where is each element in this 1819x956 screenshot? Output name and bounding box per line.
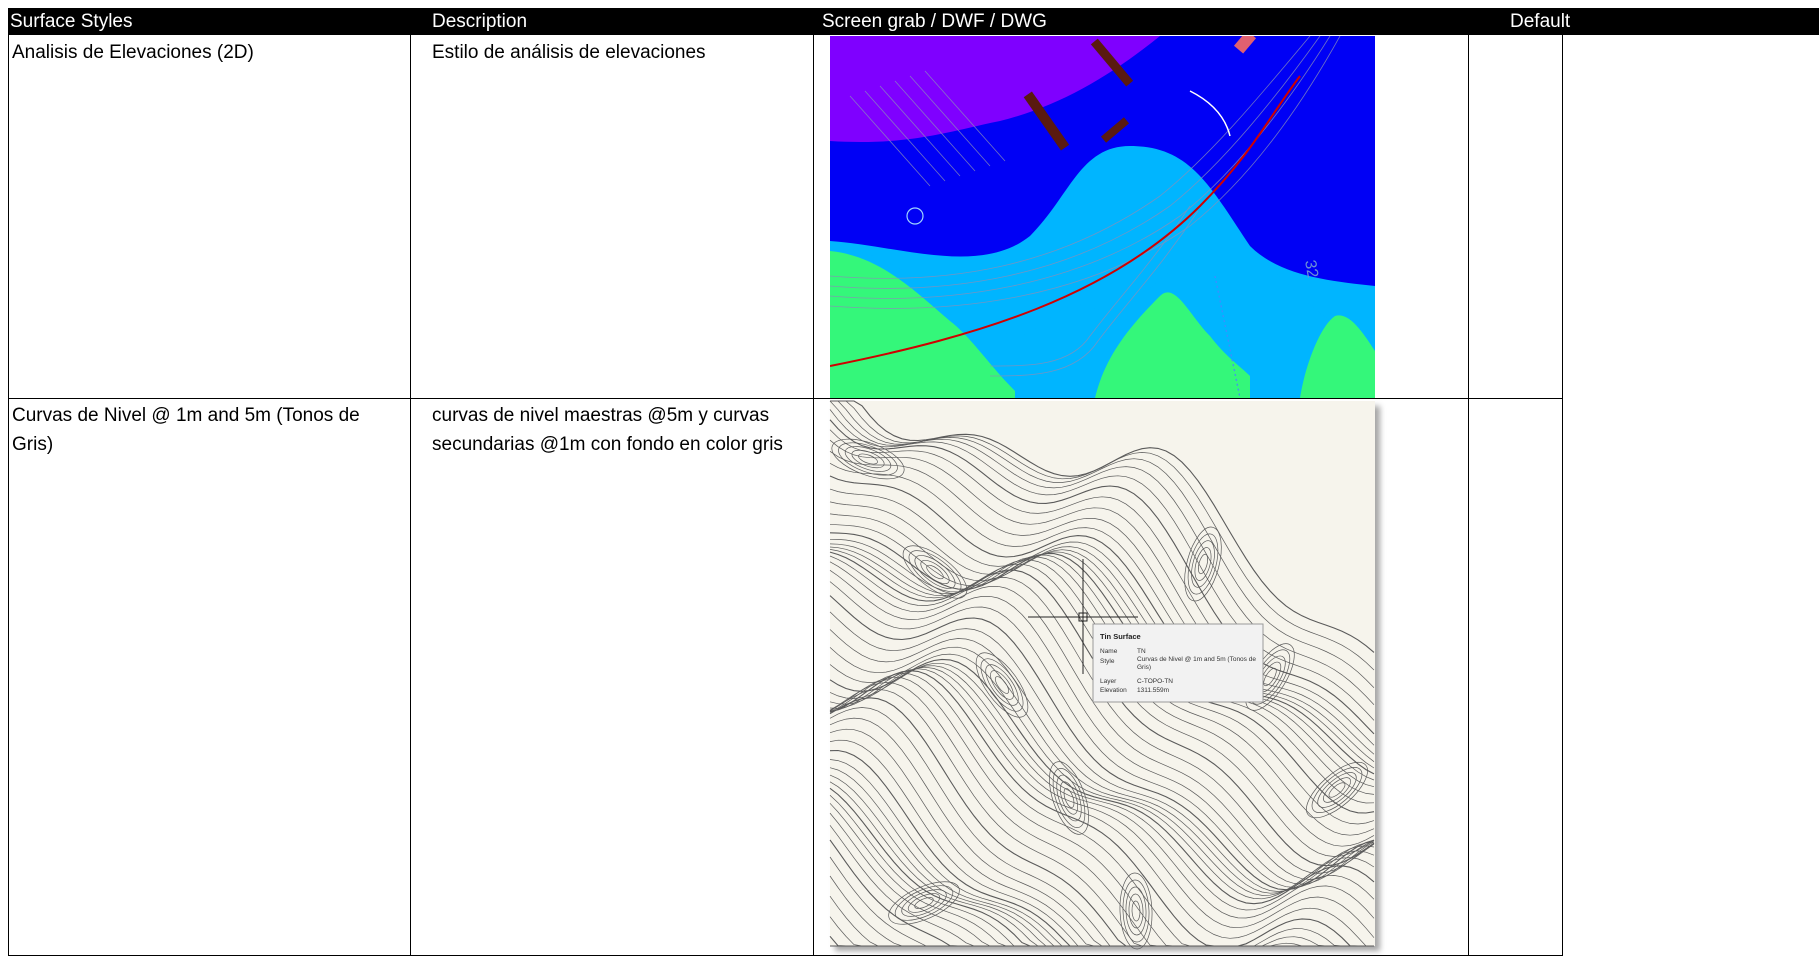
header-default: Default [1510,11,1571,32]
table-header-row: Surface Styles Description Screen grab /… [8,8,1819,35]
column-divider [410,35,411,956]
row-2-description: curvas de nivel maestras @5m y curvas se… [432,405,783,455]
row-2-style-name: Curvas de Nivel @ 1m and 5m (Tonos de Gr… [12,405,360,455]
tooltip-style-label: Style [1100,658,1115,665]
table-border-right [1562,35,1563,956]
table-border-left [8,35,9,956]
header-description: Description [432,11,528,32]
tooltip-style-value: Curvas de Nivel @ 1m and 5m (Tonos de Gr… [1137,656,1256,671]
row-divider [8,398,1563,399]
tooltip-name-label: Name [1100,648,1118,655]
row-1-description: Estilo de análisis de elevaciones [432,42,706,63]
header-surface-styles: Surface Styles [10,11,133,32]
surface-styles-table: Surface Styles Description Screen grab /… [8,8,1819,956]
tooltip-name-value: TN [1137,648,1146,655]
tooltip-layer-label: Layer [1100,678,1117,685]
tooltip-title: Tin Surface [1100,632,1141,641]
station-label: 32 [1301,259,1321,280]
header-screen-grab: Screen grab / DWF / DWG [822,11,1047,32]
column-divider [813,35,814,956]
tooltip-elevation-label: Elevation [1100,687,1127,694]
row-1-style-name: Analisis de Elevaciones (2D) [12,42,254,63]
tooltip-elevation-value: 1311.559m [1137,687,1169,694]
tooltip-layer-value: C-TOPO-TN [1137,678,1173,685]
surface-tooltip: Tin Surface Name TN Style Curvas de Nive… [1092,623,1264,703]
contour-map-image: Tin Surface Name TN Style Curvas de Nive… [828,399,1388,956]
column-divider [1468,35,1469,956]
elevation-analysis-image: 32 [830,36,1375,398]
